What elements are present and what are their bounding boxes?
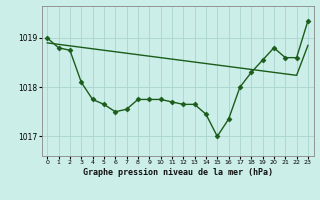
X-axis label: Graphe pression niveau de la mer (hPa): Graphe pression niveau de la mer (hPa) xyxy=(83,168,273,177)
